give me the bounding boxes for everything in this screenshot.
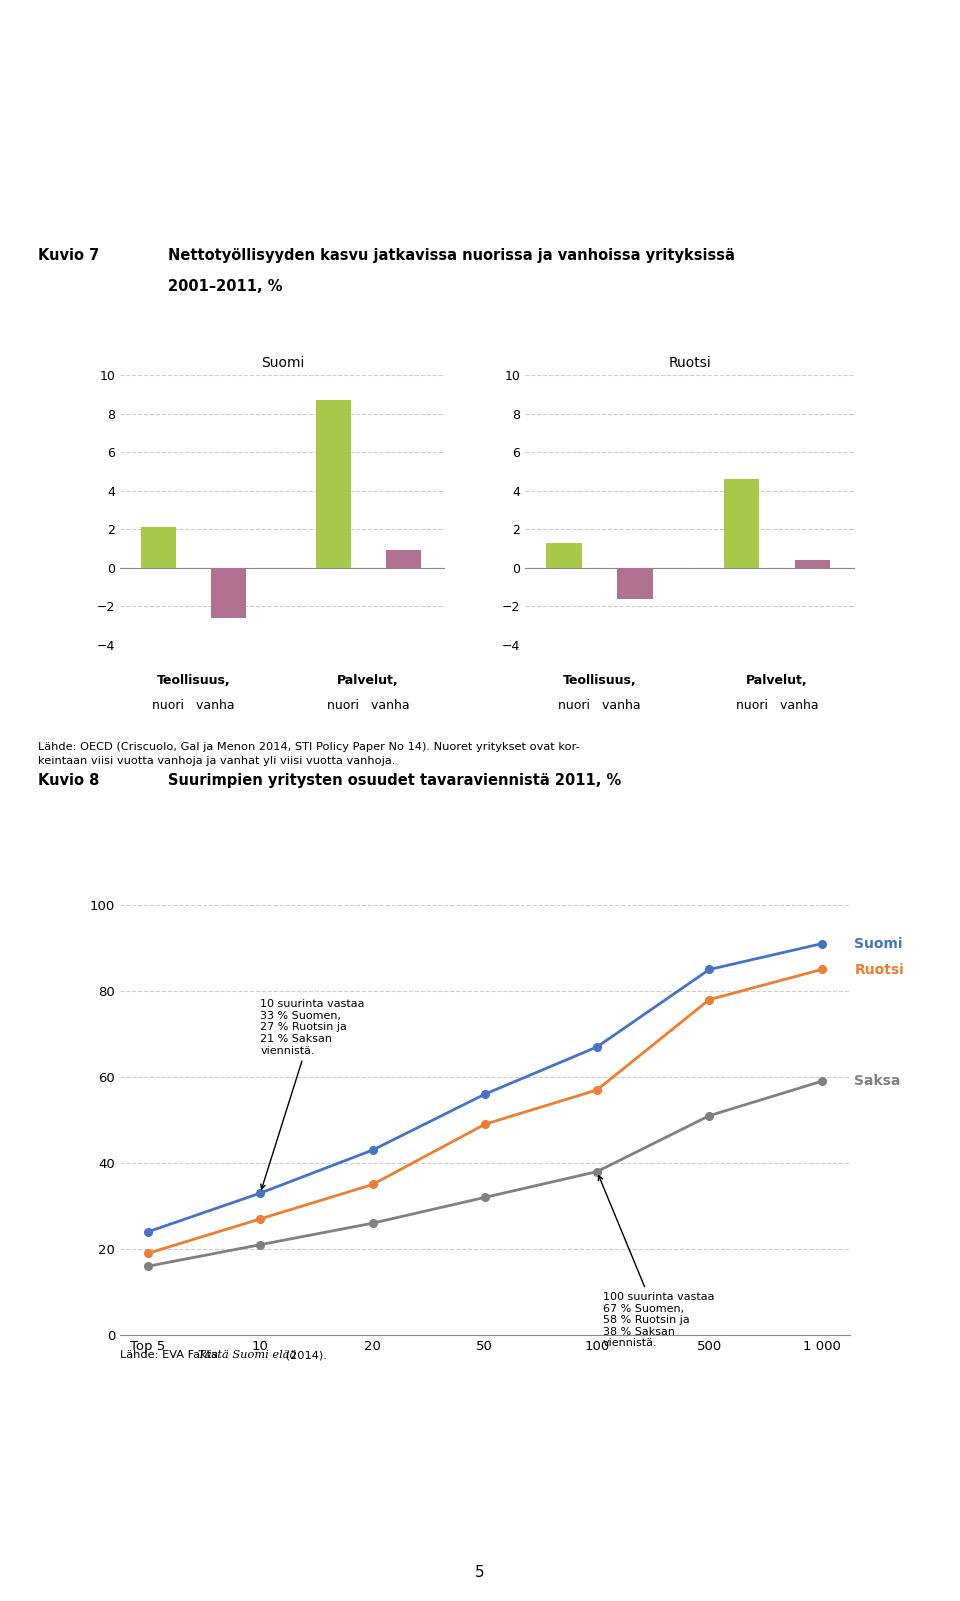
Text: Saksa: Saksa: [854, 1074, 900, 1089]
Text: nuori   vanha: nuori vanha: [735, 700, 818, 712]
Bar: [546, 543, 582, 568]
Text: Teollisuus,: Teollisuus,: [156, 674, 230, 687]
Text: Tästä Suomi elää: Tästä Suomi elää: [198, 1350, 297, 1359]
Bar: [617, 568, 653, 599]
Bar: [211, 568, 246, 618]
Text: (2014).: (2014).: [282, 1350, 326, 1359]
Text: Ruotsi: Ruotsi: [854, 962, 904, 977]
Text: Suomi: Suomi: [854, 937, 903, 951]
Bar: [386, 551, 420, 568]
Bar: [141, 527, 176, 568]
Text: Teollisuus,: Teollisuus,: [563, 674, 636, 687]
Bar: [795, 560, 830, 568]
Bar: [724, 479, 759, 568]
Text: Nettotyöllisyyden kasvu jatkavissa nuorissa ja vanhoissa yrityksissä: Nettotyöllisyyden kasvu jatkavissa nuori…: [168, 248, 734, 263]
Title: Suomi: Suomi: [261, 355, 304, 370]
Text: Lähde: OECD (Criscuolo, Gal ja Menon 2014, STI Policy Paper No 14). Nuoret yrity: Lähde: OECD (Criscuolo, Gal ja Menon 201…: [38, 741, 580, 765]
Text: nuori   vanha: nuori vanha: [152, 700, 234, 712]
Text: 5: 5: [475, 1564, 485, 1580]
Title: Ruotsi: Ruotsi: [668, 355, 711, 370]
Text: Palvelut,: Palvelut,: [746, 674, 807, 687]
Text: 2001–2011, %: 2001–2011, %: [168, 279, 282, 295]
Text: 10 suurinta vastaa
33 % Suomen,
27 % Ruotsin ja
21 % Saksan
viennistä.: 10 suurinta vastaa 33 % Suomen, 27 % Ruo…: [260, 999, 365, 1190]
Text: Lähde: EVA Fakta: Lähde: EVA Fakta: [120, 1350, 222, 1359]
Text: nuori   vanha: nuori vanha: [558, 700, 641, 712]
Text: Suurimpien yritysten osuudet tavaraviennistä 2011, %: Suurimpien yritysten osuudet tavaravienn…: [168, 773, 621, 788]
Text: 100 suurinta vastaa
67 % Suomen,
58 % Ruotsin ja
38 % Saksan
viennistä.: 100 suurinta vastaa 67 % Suomen, 58 % Ru…: [598, 1175, 714, 1348]
Text: Palvelut,: Palvelut,: [337, 674, 399, 687]
Text: Kuvio 7: Kuvio 7: [38, 248, 100, 263]
Text: nuori   vanha: nuori vanha: [326, 700, 409, 712]
Text: Kuvio 8: Kuvio 8: [38, 773, 100, 788]
Bar: [316, 400, 350, 568]
